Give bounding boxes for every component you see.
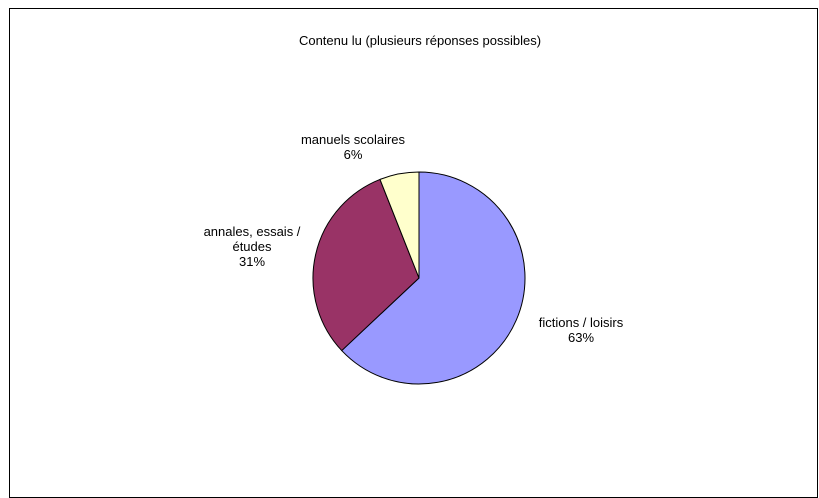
slice-category-label: fictions / loisirs <box>539 315 624 330</box>
slice-value-label: 31% <box>239 254 265 269</box>
slice-label-0: fictions / loisirs 63% <box>539 315 624 345</box>
slice-category-label: études <box>232 239 272 254</box>
slice-value-label: 63% <box>568 330 594 345</box>
slice-category-label: manuels scolaires <box>301 132 406 147</box>
slice-category-label: annales, essais / <box>204 224 301 239</box>
pie-slice-1 <box>312 178 420 352</box>
slice-label-1: annales, essais / études 31% <box>204 224 301 269</box>
chart-title: Contenu lu (plusieurs réponses possibles… <box>299 33 541 48</box>
slice-label-2: manuels scolaires 6% <box>301 132 406 162</box>
slice-labels: fictions / loisirs 63% annales, essais / ét… <box>204 132 624 345</box>
pie-slice-0 <box>341 171 526 385</box>
pie-slice-2 <box>379 171 420 279</box>
pie-slices <box>312 171 526 385</box>
slice-value-label: 6% <box>344 147 363 162</box>
